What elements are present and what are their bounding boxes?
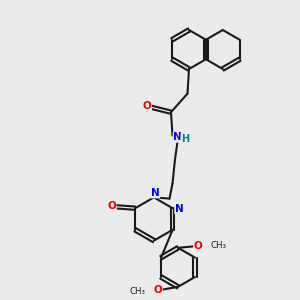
Text: N: N (151, 188, 160, 198)
Text: O: O (194, 241, 203, 251)
Text: O: O (142, 101, 152, 111)
Text: CH₃: CH₃ (210, 241, 226, 250)
Text: N: N (175, 204, 184, 214)
Text: O: O (154, 285, 162, 296)
Text: CH₃: CH₃ (130, 286, 146, 296)
Text: H: H (181, 134, 189, 144)
Text: N: N (173, 132, 182, 142)
Text: O: O (107, 201, 116, 211)
